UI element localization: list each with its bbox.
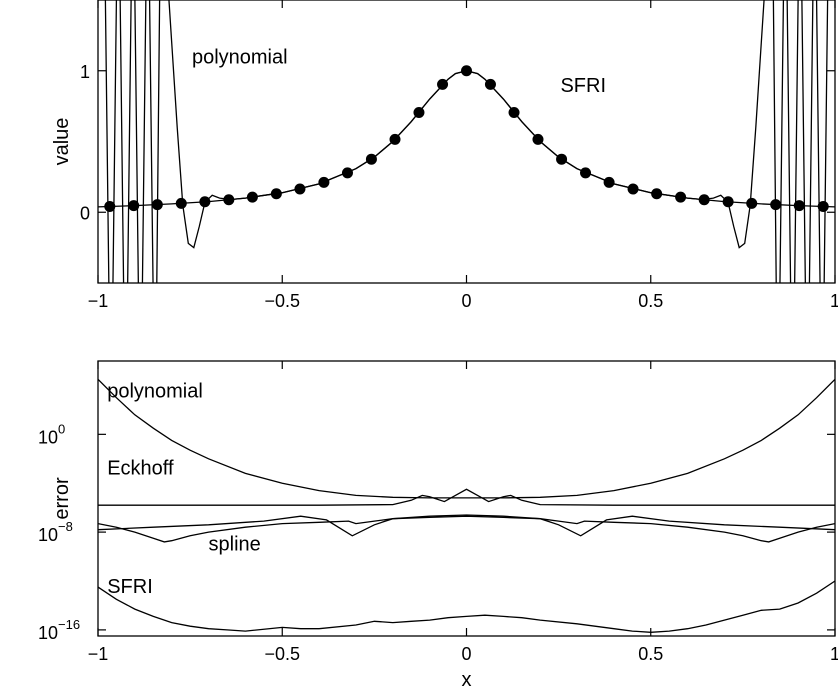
error-xtick-label: 1 bbox=[830, 644, 838, 664]
value-xtick-label: −1 bbox=[88, 291, 109, 311]
error-ytick-exponent: 0 bbox=[58, 421, 65, 436]
value-xtick-label: 0 bbox=[461, 291, 471, 311]
value-xtick-label: 0.5 bbox=[638, 291, 663, 311]
error-x-axis-label: x bbox=[462, 669, 472, 691]
error-ytick-exponent: −8 bbox=[58, 519, 73, 534]
value-annotation-sfri: SFRI bbox=[560, 75, 606, 97]
value-ytick-label: 1 bbox=[80, 62, 90, 82]
error-plot-panel: −1 −0.5 0 0.5 110010−810−16errorxpolynomialE… bbox=[38, 360, 838, 691]
error-ytick-base: 10 bbox=[38, 525, 58, 545]
error-xtick-label: −1 bbox=[88, 644, 109, 664]
value-plot-panel: −1 −0.5 0 0.5 1 0 1 value polynomial SFRI bbox=[51, 0, 838, 311]
error-eckhoff-line bbox=[98, 488, 835, 506]
value-y-axis-label: value bbox=[51, 118, 73, 166]
value-sfri-samples-point bbox=[341, 167, 353, 179]
error-y-axis-label: error bbox=[51, 477, 73, 520]
error-polynomial-line bbox=[98, 378, 835, 499]
value-curves bbox=[98, 0, 835, 283]
error-sfri-line bbox=[98, 580, 835, 633]
error-ytick-base: 10 bbox=[38, 427, 58, 447]
error-annotation-spline: spline bbox=[209, 533, 261, 555]
error-xtick-label: −0.5 bbox=[264, 644, 300, 664]
value-axes-frame bbox=[97, 0, 836, 284]
error-spline-crossing-line bbox=[98, 514, 835, 537]
value-sfri-curve-line bbox=[98, 70, 835, 208]
error-annotation-sfri: SFRI bbox=[107, 576, 153, 598]
error-xtick-label: 0.5 bbox=[638, 644, 663, 664]
value-xtick-label: 1 bbox=[830, 291, 838, 311]
value-ytick-label: 0 bbox=[80, 203, 90, 223]
error-curves bbox=[98, 378, 835, 633]
error-ytick-base: 10 bbox=[38, 623, 58, 643]
value-polynomial-curve-line bbox=[104, 0, 829, 283]
error-annotation-eckhoff: Eckhoff bbox=[107, 458, 174, 480]
error-ytick-label: 10−16 bbox=[38, 617, 80, 643]
error-ytick-exponent: −16 bbox=[58, 617, 80, 632]
error-annotation-polynomial: polynomial bbox=[107, 381, 203, 403]
error-ytick-label: 10−8 bbox=[38, 519, 73, 545]
error-spline-line bbox=[98, 515, 835, 543]
value-annotation-polynomial: polynomial bbox=[192, 47, 288, 69]
value-xtick-label: −0.5 bbox=[264, 291, 300, 311]
error-ytick-label: 100 bbox=[38, 421, 65, 447]
error-xtick-label: 0 bbox=[461, 644, 471, 664]
